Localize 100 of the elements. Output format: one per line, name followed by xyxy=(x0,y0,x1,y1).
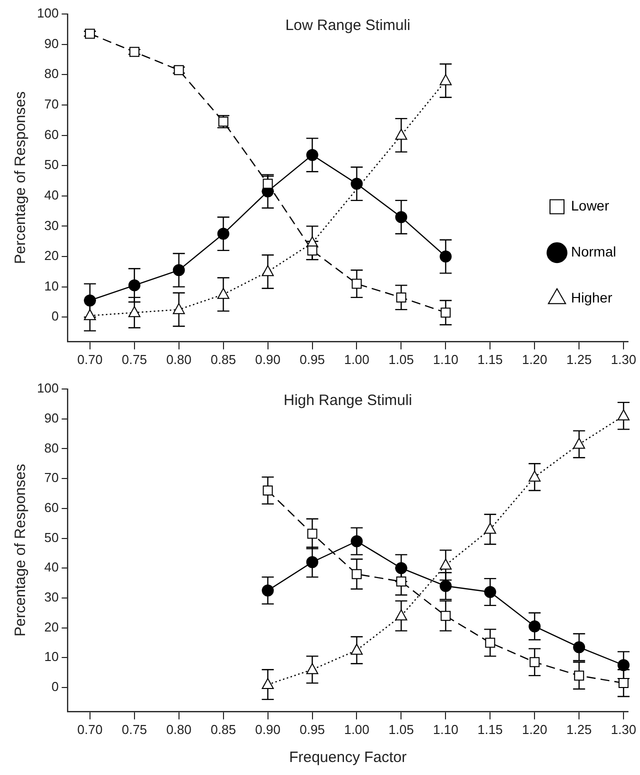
point xyxy=(440,558,452,570)
x-tick-label: 1.10 xyxy=(433,352,458,367)
x-tick-label: 0.95 xyxy=(300,722,325,737)
point xyxy=(306,556,318,568)
x-tick-label: 0.80 xyxy=(166,722,192,737)
x-tick-label: 0.90 xyxy=(255,722,280,737)
y-tick-label: 60 xyxy=(44,126,59,142)
point xyxy=(84,309,96,320)
x-tick-label: 1.20 xyxy=(522,352,548,367)
point xyxy=(262,584,274,596)
point xyxy=(618,659,630,672)
x-tick-label: 1.00 xyxy=(344,722,370,737)
chart-title: Low Range Stimuli xyxy=(285,17,410,34)
y-tick-label: 30 xyxy=(44,218,59,233)
point xyxy=(440,74,452,86)
x-tick-label: 1.05 xyxy=(388,352,414,367)
point xyxy=(395,609,408,620)
y-tick-label: 100 xyxy=(36,6,59,21)
x-tick-label: 1.10 xyxy=(433,722,458,737)
point xyxy=(396,576,406,587)
x-tick-label: 0.85 xyxy=(210,722,236,737)
x-tick-label: 1.20 xyxy=(522,722,548,737)
y-tick-label: 30 xyxy=(44,590,59,605)
point xyxy=(352,278,362,289)
x-tick-label: 1.15 xyxy=(477,722,503,737)
y-tick-label: 10 xyxy=(44,278,59,294)
y-tick-label: 100 xyxy=(36,380,59,396)
point xyxy=(306,148,318,161)
y-tick-label: 40 xyxy=(44,560,59,575)
point xyxy=(395,128,408,140)
point xyxy=(618,409,630,420)
x-tick-label: 0.85 xyxy=(210,352,236,367)
y-tick-label: 90 xyxy=(44,410,59,426)
point xyxy=(528,620,541,632)
y-axis-title: Percentage of Responses xyxy=(12,464,30,637)
x-tick-label: 1.15 xyxy=(477,352,503,367)
x-tick-label: 1.00 xyxy=(344,352,370,367)
point xyxy=(485,638,496,648)
point xyxy=(350,178,363,190)
x-tick-label: 0.75 xyxy=(122,722,148,737)
point xyxy=(128,279,140,292)
x-tick-label: 0.80 xyxy=(166,352,192,367)
legend-label: Normal xyxy=(571,244,616,260)
point xyxy=(172,264,185,276)
point xyxy=(262,265,274,276)
point xyxy=(262,485,273,496)
x-tick-label: 1.25 xyxy=(566,352,592,367)
x-tick-label: 1.25 xyxy=(566,722,592,737)
y-tick-label: 0 xyxy=(51,308,59,324)
x-tick-label: 0.90 xyxy=(255,352,280,367)
point xyxy=(530,657,540,668)
point xyxy=(352,569,362,580)
y-tick-label: 80 xyxy=(44,440,59,456)
point xyxy=(396,292,406,302)
point xyxy=(262,678,274,690)
point xyxy=(128,306,140,318)
point xyxy=(84,294,96,306)
point xyxy=(484,522,496,534)
point xyxy=(528,470,541,482)
x-tick-label: 0.95 xyxy=(300,352,325,367)
y-tick-label: 20 xyxy=(44,248,59,264)
chart-title: High Range Stimuli xyxy=(284,392,412,410)
x-tick-label: 1.05 xyxy=(388,722,414,737)
point xyxy=(484,586,496,598)
point xyxy=(573,641,586,654)
x-tick-label: 0.70 xyxy=(77,352,103,367)
point xyxy=(618,678,629,688)
point xyxy=(350,535,363,548)
y-tick-label: 0 xyxy=(51,679,59,694)
y-tick-label: 60 xyxy=(44,500,59,515)
point xyxy=(307,528,318,539)
point xyxy=(172,303,185,314)
point xyxy=(440,250,452,263)
point xyxy=(440,610,451,621)
point xyxy=(440,308,451,318)
y-axis-title: Percentage of Responses xyxy=(12,91,30,264)
point xyxy=(350,644,363,655)
point xyxy=(440,580,452,592)
y-tick-label: 80 xyxy=(44,66,59,82)
y-tick-label: 40 xyxy=(44,187,59,202)
point xyxy=(306,663,318,674)
x-tick-label: 0.75 xyxy=(122,352,148,367)
x-tick-label: 1.30 xyxy=(610,352,636,367)
x-axis-title: Frequency Factor xyxy=(289,749,407,766)
y-tick-label: 20 xyxy=(44,619,59,634)
x-tick-label: 0.70 xyxy=(77,722,103,737)
y-tick-label: 90 xyxy=(44,36,59,51)
legend-label: Higher xyxy=(571,290,613,306)
y-tick-label: 10 xyxy=(44,649,59,664)
point xyxy=(574,670,584,681)
point xyxy=(395,562,408,574)
y-tick-label: 70 xyxy=(44,96,59,112)
point xyxy=(573,438,586,449)
point xyxy=(217,228,230,240)
y-tick-label: 50 xyxy=(44,530,59,545)
x-tick-label: 1.30 xyxy=(610,722,636,737)
y-tick-label: 70 xyxy=(44,470,59,486)
legend-label: Lower xyxy=(571,198,610,214)
point xyxy=(217,288,230,299)
point xyxy=(395,211,408,224)
